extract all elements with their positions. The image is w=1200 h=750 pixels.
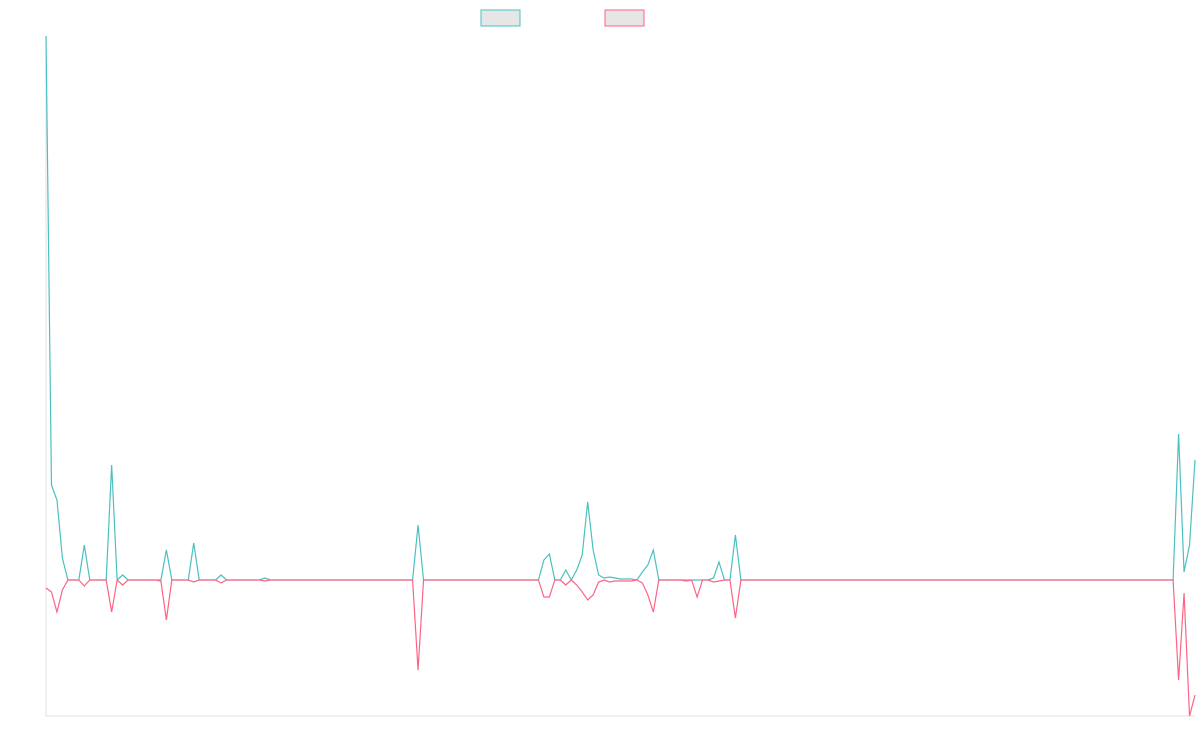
- legend-swatch: [480, 9, 521, 27]
- legend-swatch: [604, 9, 645, 27]
- series-line: [45, 35, 1196, 582]
- series-line: [45, 578, 1196, 717]
